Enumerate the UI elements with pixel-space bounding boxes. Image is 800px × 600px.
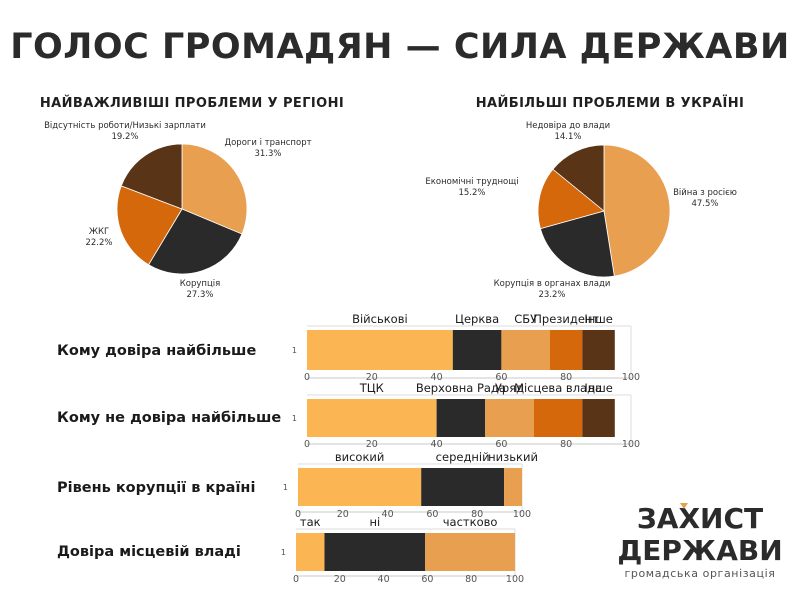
bar-x-tick: 80	[560, 439, 572, 450]
bar-segment-частково	[425, 533, 515, 571]
bar-segment-середній	[421, 468, 505, 506]
pie-slice-війна-з-росією	[603, 144, 671, 277]
bar-legend-середній: середній	[436, 450, 490, 464]
bar-legend-низький: низький	[488, 450, 538, 464]
pie-value-корупція: 27.3%	[186, 290, 213, 300]
pie-label-відсутність-роботи-низькі-зарплати: Відсутність роботи/Низькі зарплати	[44, 121, 206, 131]
bar-segment-інше	[582, 330, 615, 370]
pie-title-region: НАЙВАЖЛИВІШІ ПРОБЛЕМИ У РЕГІОНІ	[40, 95, 344, 111]
bar-legend-інше: Інше	[584, 312, 613, 326]
bar-segment-військові	[307, 330, 453, 370]
bar-x-tick: 20	[366, 439, 378, 450]
bar-segment-інше	[582, 399, 615, 437]
bar-segment-високий	[298, 468, 422, 506]
pie-slice-корупція-в-органах-влади	[539, 210, 615, 278]
pie-slice-жкг	[116, 185, 183, 266]
bar-chart-title-4: Довіра місцевій владі	[57, 544, 241, 560]
bar-segment-місцева-влада	[533, 399, 583, 437]
bar-legend-президент: Президент	[533, 312, 599, 326]
logo-subtitle: громадська організація	[625, 567, 776, 580]
bar-legend-частково: частково	[443, 515, 498, 529]
pie-slice-дороги-і-транспорт	[181, 143, 248, 235]
bar-x-tick: 60	[426, 509, 438, 520]
bar-segment-так	[296, 533, 325, 571]
bar-y-category: 1	[281, 548, 286, 557]
pie-label-корупція: Корупція	[180, 279, 220, 289]
bar-x-tick: 100	[622, 439, 640, 450]
bar-segment-сбу	[501, 330, 550, 370]
bar-legend-високий: високий	[335, 450, 385, 464]
bar-x-tick: 20	[337, 509, 349, 520]
pie-value-відсутність-роботи-низькі-зарплати: 19.2%	[111, 132, 138, 142]
bar-x-tick: 20	[366, 372, 378, 383]
logo-accent-mark	[680, 503, 688, 509]
bar-x-tick: 0	[304, 439, 310, 450]
bar-segment-церква	[452, 330, 502, 370]
page-title: ГОЛОС ГРОМАДЯН — СИЛА ДЕРЖАВИ	[10, 27, 790, 67]
bar-x-tick: 40	[382, 509, 394, 520]
bar-x-tick: 80	[560, 372, 572, 383]
pie-value-корупція-в-органах-влади: 23.2%	[538, 290, 565, 300]
bar-x-tick: 60	[421, 574, 433, 585]
bar-legend-тцк: ТЦК	[359, 381, 384, 395]
bar-legend-верховна-рада: Верховна Рада	[416, 381, 506, 395]
bar-legend-сбу: СБУ	[514, 312, 537, 326]
bar-legend-уряд: Уряд	[495, 381, 524, 395]
pie-slice-економічні-труднощі	[537, 168, 605, 230]
pie-label-корупція-в-органах-влади: Корупція в органах влади	[494, 279, 611, 289]
bar-legend-інше: Інше	[584, 381, 613, 395]
bar-segment-президент	[550, 330, 583, 370]
logo: ЗАХИСТ ДЕРЖАВИ громадська організація	[617, 502, 782, 580]
bar-segment-низький	[504, 468, 522, 506]
charts-layer: Дороги і транспорт31.3%Корупція27.3%ЖКГ2…	[44, 121, 737, 585]
bar-segment-тцк	[307, 399, 437, 437]
bar-x-tick: 60	[495, 372, 507, 383]
bar-x-tick: 0	[295, 509, 301, 520]
bar-legend-так: так	[300, 515, 321, 529]
bar-x-tick: 0	[293, 574, 299, 585]
pie-value-економічні-труднощі: 15.2%	[458, 188, 485, 198]
bar-x-tick: 0	[304, 372, 310, 383]
pie-label-війна-з-росією: Війна з росією	[673, 188, 737, 198]
bar-x-tick: 100	[506, 574, 524, 585]
bar-y-category: 1	[292, 346, 297, 355]
bar-legend-церква: Церква	[455, 312, 499, 326]
bar-x-tick: 100	[513, 509, 531, 520]
bar-x-tick: 40	[431, 439, 443, 450]
pie-slice-недовіра-до-влади	[552, 144, 605, 212]
pie-title-ukraine: НАЙБІЛЬШІ ПРОБЛЕМИ В УКРАЇНІ	[476, 95, 745, 111]
bar-x-tick: 60	[495, 439, 507, 450]
pie-label-економічні-труднощі: Економічні труднощі	[425, 177, 518, 187]
pie-label-недовіра-до-влади: Недовіра до влади	[526, 121, 610, 131]
bar-segment-верховна-рада	[436, 399, 486, 437]
bar-legend-військові: Військові	[352, 312, 408, 326]
bar-x-tick: 80	[465, 574, 477, 585]
pie-slice-відсутність-роботи-низькі-зарплати	[120, 143, 183, 210]
bar-segment-уряд	[485, 399, 534, 437]
bar-chart-title-3: Рівень корупції в країні	[57, 480, 255, 496]
bar-x-tick: 40	[431, 372, 443, 383]
bar-chart-title-1: Кому довіра найбільше	[57, 343, 256, 359]
bar-chart-title-2: Кому не довіра найбільше	[57, 410, 281, 426]
bar-y-category: 1	[292, 414, 297, 423]
pie-label-жкг: ЖКГ	[89, 227, 109, 237]
pie-value-жкг: 22.2%	[85, 238, 112, 248]
bar-legend-ні: ні	[369, 515, 380, 529]
bar-legend-місцева-влада: Місцева влада	[514, 381, 602, 395]
bar-x-tick: 40	[378, 574, 390, 585]
logo-line2: ДЕРЖАВИ	[617, 534, 782, 567]
pie-slice-корупція	[148, 208, 243, 275]
pie-value-недовіра-до-влади: 14.1%	[554, 132, 581, 142]
bar-segment-ні	[324, 533, 426, 571]
bar-x-tick: 100	[622, 372, 640, 383]
logo-line1: ЗАХИСТ	[637, 502, 763, 535]
bar-x-tick: 20	[334, 574, 346, 585]
pie-value-дороги-і-транспорт: 31.3%	[254, 149, 281, 159]
bar-y-category: 1	[283, 483, 288, 492]
pie-value-війна-з-росією: 47.5%	[691, 199, 718, 209]
bar-x-tick: 80	[471, 509, 483, 520]
pie-label-дороги-і-транспорт: Дороги і транспорт	[224, 138, 311, 148]
